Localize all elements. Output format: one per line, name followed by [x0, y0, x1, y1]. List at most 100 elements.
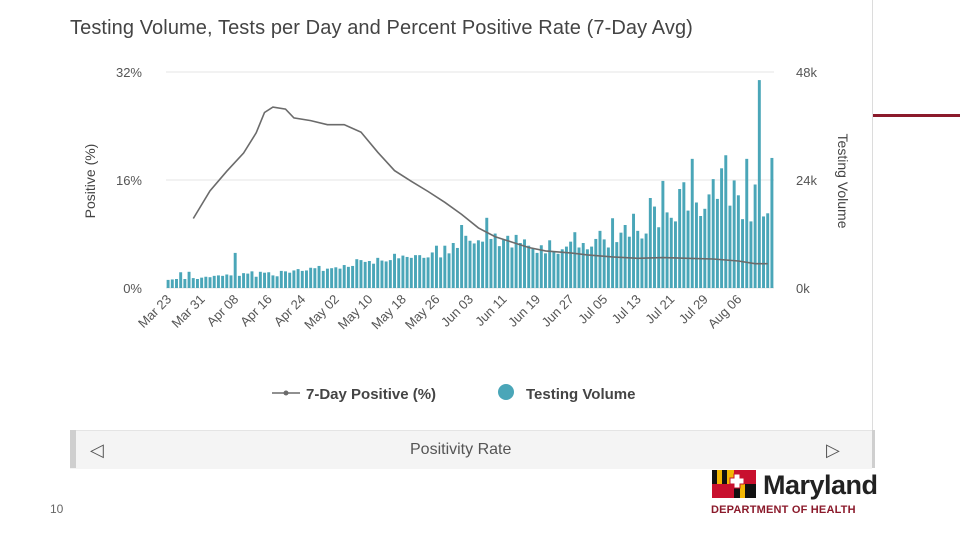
volume-bar[interactable]	[447, 253, 451, 288]
volume-bar[interactable]	[514, 234, 518, 288]
volume-bar[interactable]	[653, 206, 656, 288]
volume-bar[interactable]	[380, 260, 384, 288]
volume-bar[interactable]	[548, 240, 552, 288]
volume-bar[interactable]	[581, 243, 585, 288]
volume-bar[interactable]	[401, 255, 405, 288]
volume-bar[interactable]	[321, 270, 325, 288]
volume-bar[interactable]	[187, 271, 191, 288]
volume-bar[interactable]	[225, 274, 229, 289]
volume-bar[interactable]	[342, 265, 346, 288]
volume-bar[interactable]	[741, 219, 745, 288]
legend[interactable]: 7-Day Positive (%) Testing Volume	[272, 384, 635, 403]
volume-bar[interactable]	[690, 158, 694, 288]
volume-bar[interactable]	[518, 243, 522, 288]
volume-bar[interactable]	[263, 272, 267, 288]
volume-bar[interactable]	[325, 268, 329, 288]
volume-bar[interactable]	[502, 239, 506, 288]
volume-bar[interactable]	[611, 218, 615, 288]
volume-bar[interactable]	[346, 266, 350, 288]
volume-bar[interactable]	[493, 233, 497, 288]
volume-bar[interactable]	[405, 256, 409, 288]
volume-bar[interactable]	[359, 260, 363, 288]
volume-bar[interactable]	[535, 252, 539, 288]
volume-bar[interactable]	[254, 276, 258, 288]
volume-bar[interactable]	[598, 230, 602, 288]
volume-bar[interactable]	[455, 247, 459, 288]
volume-bar[interactable]	[569, 241, 573, 288]
volume-bar[interactable]	[648, 198, 652, 288]
volume-bar[interactable]	[393, 253, 396, 288]
volume-bar[interactable]	[762, 216, 765, 288]
volume-bar[interactable]	[300, 270, 304, 288]
legend-positive-label[interactable]: 7-Day Positive (%)	[306, 386, 436, 403]
volume-bar[interactable]	[183, 279, 187, 288]
volume-bar[interactable]	[246, 273, 250, 288]
volume-bar[interactable]	[460, 225, 464, 288]
volume-bar[interactable]	[694, 202, 698, 289]
volume-bar[interactable]	[632, 213, 635, 288]
range-navigator[interactable]	[70, 430, 872, 469]
volume-bar[interactable]	[527, 245, 531, 288]
volume-bar[interactable]	[724, 155, 728, 288]
volume-bar[interactable]	[770, 157, 774, 288]
volume-bar[interactable]	[434, 245, 438, 288]
volume-bar[interactable]	[678, 189, 682, 288]
volume-bar[interactable]	[258, 271, 262, 288]
volume-bar[interactable]	[212, 275, 216, 288]
volume-bar[interactable]	[439, 257, 443, 288]
volume-bar[interactable]	[334, 267, 338, 288]
volume-bar[interactable]	[422, 257, 426, 288]
volume-bar[interactable]	[376, 257, 380, 288]
volume-bar[interactable]	[233, 252, 237, 288]
legend-volume-label[interactable]: Testing Volume	[526, 386, 635, 403]
volume-bar[interactable]	[636, 230, 640, 288]
volume-bar[interactable]	[170, 279, 174, 288]
volume-bar[interactable]	[284, 271, 287, 288]
volume-bar[interactable]	[296, 269, 300, 288]
volume-bar[interactable]	[338, 268, 342, 288]
volume-bar[interactable]	[619, 232, 623, 288]
volume-bar[interactable]	[267, 272, 271, 288]
volume-bar[interactable]	[564, 246, 568, 288]
volume-bar[interactable]	[179, 272, 183, 288]
volume-bar[interactable]	[418, 255, 422, 288]
volume-bar[interactable]	[476, 240, 480, 288]
volume-bar[interactable]	[229, 275, 233, 288]
volume-bar[interactable]	[766, 213, 770, 288]
volume-bar[interactable]	[472, 243, 476, 288]
volume-bar[interactable]	[204, 276, 208, 288]
volume-bar[interactable]	[640, 238, 644, 289]
volume-bar[interactable]	[531, 248, 535, 288]
volume-bar[interactable]	[556, 253, 560, 288]
volume-bar[interactable]	[623, 225, 627, 288]
volume-bar[interactable]	[707, 194, 711, 288]
volume-bar[interactable]	[451, 243, 455, 288]
volume-bar[interactable]	[673, 221, 677, 288]
volume-bar[interactable]	[288, 272, 292, 288]
volume-bar[interactable]	[644, 233, 648, 288]
volume-bar[interactable]	[208, 277, 212, 288]
volume-bar[interactable]	[468, 240, 472, 288]
volume-bar[interactable]	[720, 168, 724, 288]
volume-bar[interactable]	[355, 259, 359, 288]
volume-bar[interactable]	[686, 210, 690, 288]
volume-bar[interactable]	[497, 246, 501, 288]
volume-bar[interactable]	[409, 257, 413, 288]
volume-bar[interactable]	[661, 180, 665, 288]
volume-bar[interactable]	[669, 217, 673, 288]
volume-bar[interactable]	[602, 239, 606, 288]
volume-bar[interactable]	[489, 238, 493, 288]
volume-bar[interactable]	[250, 271, 254, 288]
volume-bar[interactable]	[200, 277, 204, 288]
volume-bar[interactable]	[506, 235, 510, 288]
volume-bar[interactable]	[481, 241, 485, 288]
volume-bar[interactable]	[351, 265, 355, 288]
volume-bar[interactable]	[749, 221, 753, 288]
volume-bar[interactable]	[606, 247, 610, 289]
volume-bar[interactable]	[577, 247, 581, 289]
volume-bar[interactable]	[367, 261, 371, 288]
volume-bar[interactable]	[757, 80, 761, 288]
volume-bar[interactable]	[242, 273, 246, 288]
volume-bar[interactable]	[317, 265, 321, 288]
volume-bar[interactable]	[195, 279, 199, 288]
